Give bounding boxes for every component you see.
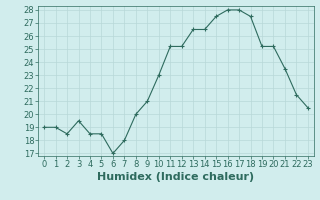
X-axis label: Humidex (Indice chaleur): Humidex (Indice chaleur)	[97, 172, 255, 182]
